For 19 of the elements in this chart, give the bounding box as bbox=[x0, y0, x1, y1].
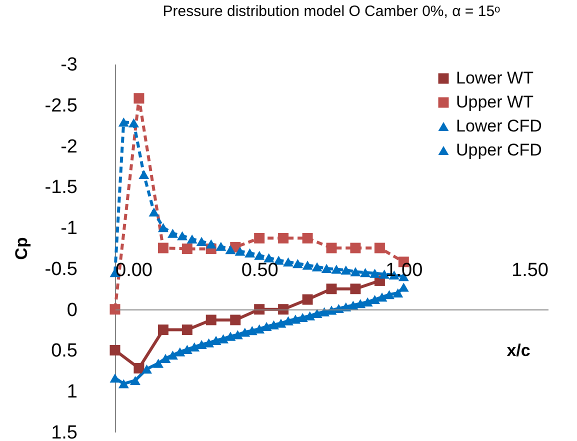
y-tick-label: -0.5 bbox=[44, 258, 78, 280]
legend-label: Lower CFD bbox=[456, 116, 542, 136]
x-tick-label: 0.50 bbox=[241, 260, 278, 281]
y-tick-label: -3 bbox=[60, 54, 78, 76]
y-tick-label: -2 bbox=[60, 136, 78, 158]
x-axis-title: x/c bbox=[506, 340, 530, 360]
y-tick-label: -1 bbox=[60, 218, 78, 240]
y-tick-label: 1.5 bbox=[51, 422, 78, 441]
y-axis-title: Cp bbox=[12, 237, 31, 260]
x-tick-label: 1.50 bbox=[512, 260, 548, 281]
legend-label: Upper WT bbox=[456, 92, 534, 112]
y-tick-label: 1 bbox=[66, 382, 78, 403]
y-tick-label: 0.5 bbox=[51, 340, 78, 362]
legend-label: Upper CFD bbox=[456, 140, 542, 160]
y-tick-label: -1.5 bbox=[44, 177, 78, 198]
chart-title: Pressure distribution model O Camber 0%, α = 15ᵒ bbox=[162, 3, 501, 20]
y-tick-label: 0 bbox=[66, 300, 78, 321]
y-tick-label: -2.5 bbox=[44, 95, 78, 116]
legend-label: Lower WT bbox=[456, 68, 534, 88]
